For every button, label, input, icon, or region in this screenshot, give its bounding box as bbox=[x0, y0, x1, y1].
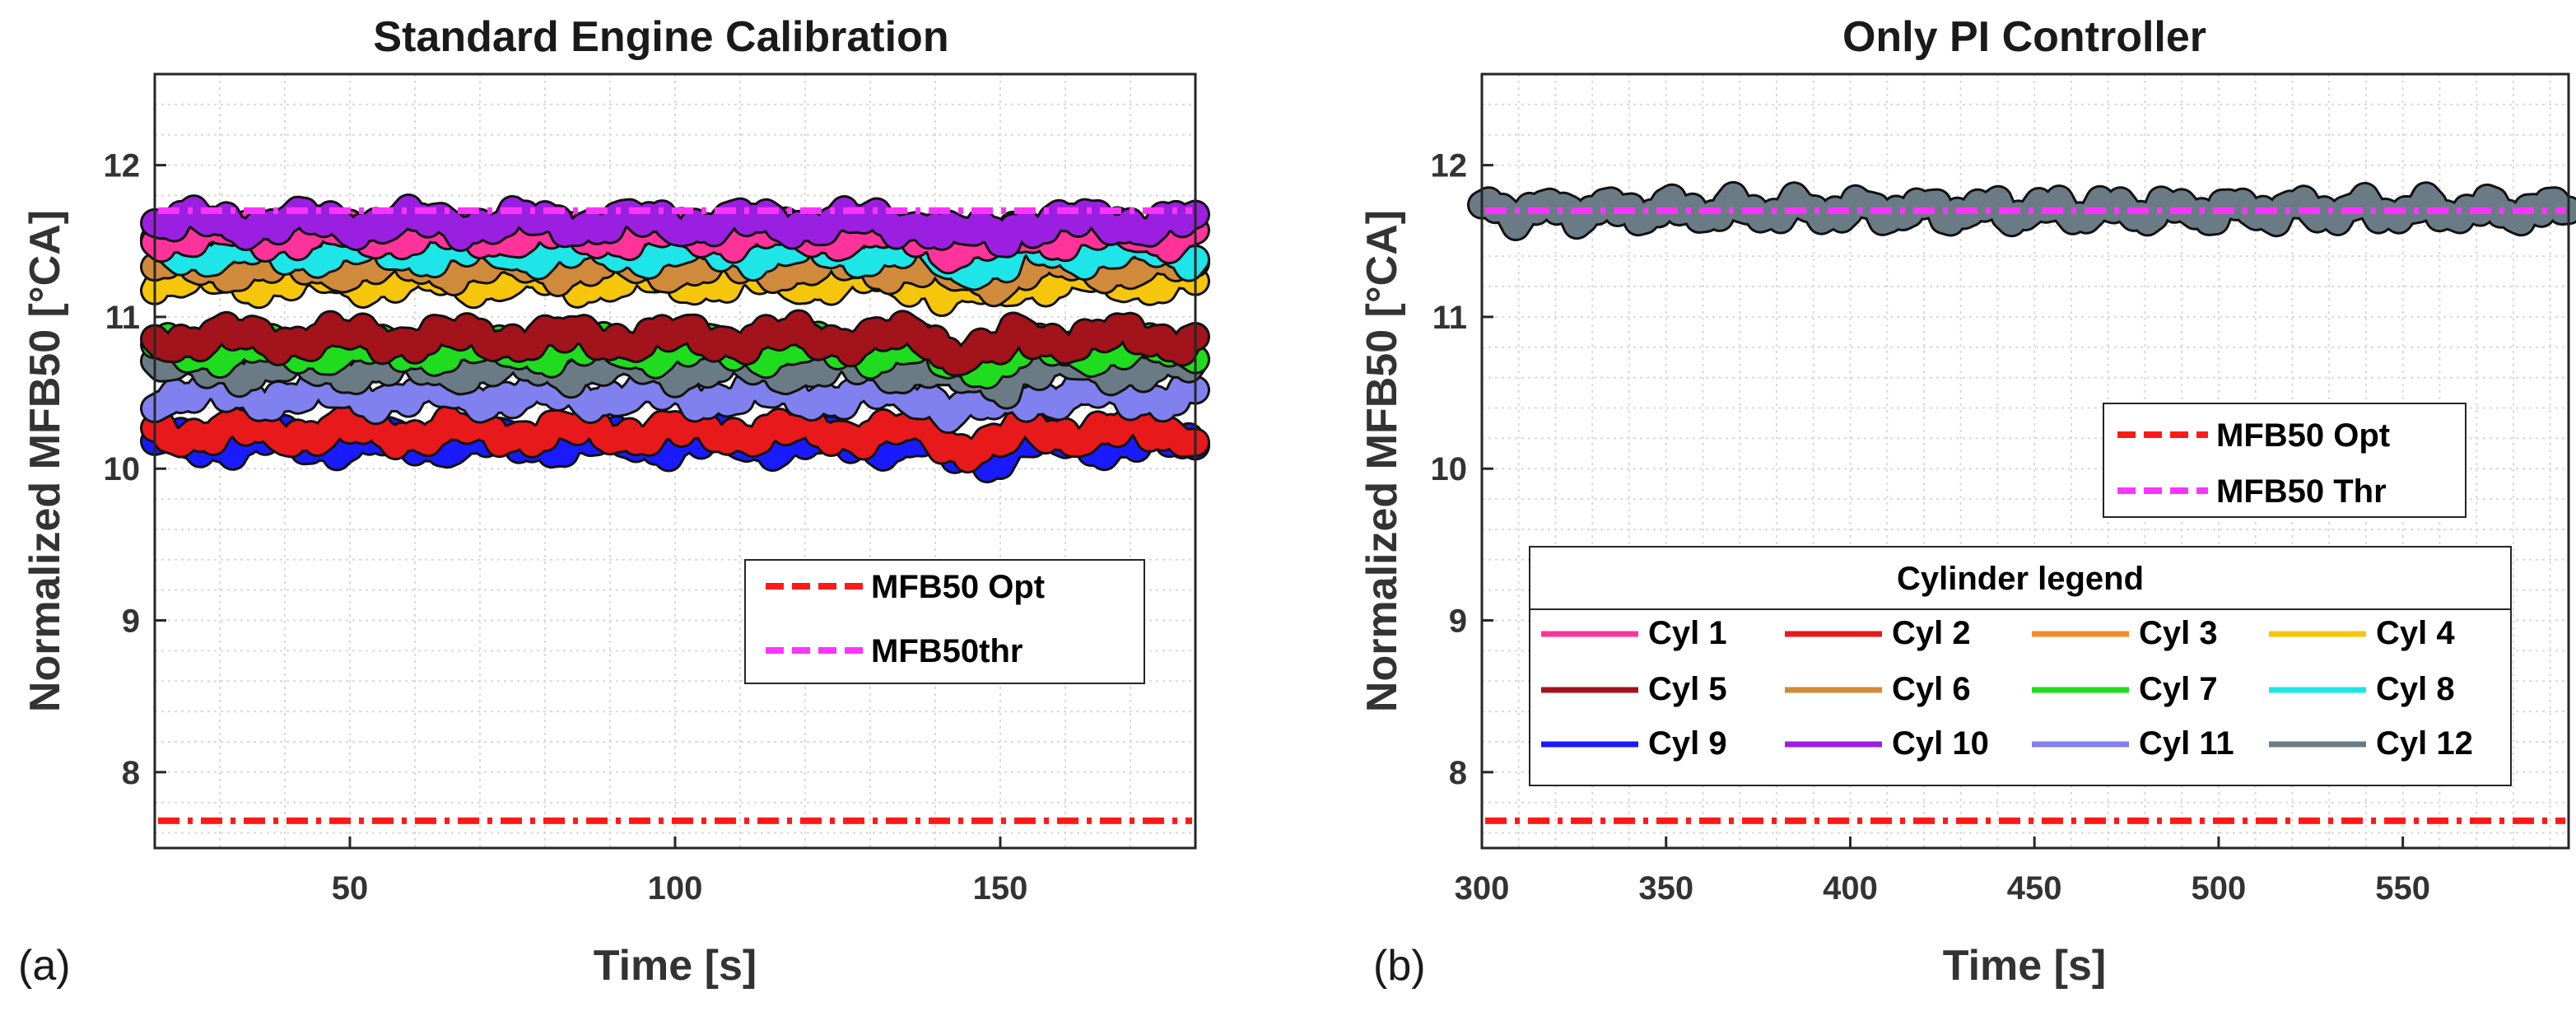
x-tick-label: 450 bbox=[2007, 870, 2062, 906]
cylinder-legend-entry: Cyl 6 bbox=[1785, 671, 1971, 707]
cylinder-legend-label: Cyl 6 bbox=[1892, 671, 1971, 707]
legend-label-mfb50-opt: MFB50 Opt bbox=[871, 569, 1045, 605]
x-tick-label: 500 bbox=[2192, 870, 2247, 906]
panel-a-label: (a) bbox=[18, 942, 71, 990]
cylinder-legend-label: Cyl 11 bbox=[2139, 725, 2234, 762]
cylinder-legend-entry: Cyl 8 bbox=[2269, 671, 2455, 707]
cylinder-legend-label: Cyl 12 bbox=[2376, 725, 2473, 762]
panel-b: Only PI Controller 300 350 400 450 500 550 8 9… bbox=[1358, 13, 2576, 990]
cylinder-legend-label: Cyl 2 bbox=[1892, 615, 1971, 651]
panel-a-y-ticks: 8 9 10 11 12 bbox=[104, 148, 166, 791]
panel-a-x-ticks: 50 100 150 bbox=[332, 837, 1028, 906]
panel-b-axes-box bbox=[1480, 72, 2570, 850]
panel-b-title: Only PI Controller bbox=[1842, 13, 2206, 61]
cylinder-legend-entries: Cyl 1 Cyl 2 Cyl 3 Cyl 4 Cyl 5 Cyl 6 Cyl 7 Cyl 8… bbox=[1541, 615, 2473, 762]
y-tick-label: 12 bbox=[1431, 148, 1468, 184]
cylinder-legend-entry: Cyl 1 bbox=[1541, 615, 1727, 651]
cylinder-legend-entry: Cyl 7 bbox=[2032, 671, 2218, 707]
cylinder-legend-title: Cylinder legend bbox=[1897, 561, 2144, 597]
cylinder-legend: Cylinder legend Cyl 1 Cyl 2 Cyl 3 Cyl 4Cyl … bbox=[1529, 546, 2512, 786]
cylinder-legend-label: Cyl 1 bbox=[1648, 615, 1727, 651]
panel-b-y-ticks: 8 9 10 11 12 bbox=[1431, 148, 1493, 791]
cylinder-legend-entry: Cyl 2 bbox=[1785, 615, 1971, 651]
x-tick-label: 150 bbox=[973, 870, 1028, 906]
x-tick-label: 50 bbox=[332, 870, 369, 906]
y-tick-label: 12 bbox=[104, 148, 141, 184]
legend-label-mfb50-thr: MFB50thr bbox=[871, 633, 1022, 669]
panel-b-x-ticks: 300 350 400 450 500 550 bbox=[1455, 837, 2430, 906]
y-tick-label: 9 bbox=[122, 604, 140, 640]
cylinder-legend-entry: Cyl 5 bbox=[1541, 671, 1727, 707]
cylinder-legend-label: Cyl 4 bbox=[2376, 615, 2455, 651]
y-tick-label: 11 bbox=[105, 300, 140, 336]
cylinder-legend-label: Cyl 3 bbox=[2139, 615, 2218, 651]
panel-a: Standard Engine Calibration 50 100 150 8 9 1… bbox=[18, 13, 1210, 990]
cylinder-legend-label: Cyl 8 bbox=[2376, 671, 2455, 707]
x-tick-label: 350 bbox=[1638, 870, 1693, 906]
panel-b-series bbox=[1467, 180, 2576, 241]
cylinder-legend-entry: Cyl 4 bbox=[2269, 615, 2455, 651]
x-tick-label: 400 bbox=[1823, 870, 1878, 906]
y-tick-label: 10 bbox=[1431, 451, 1468, 487]
cylinder-legend-entry: Cyl 9 bbox=[1541, 725, 1727, 762]
cylinder-legend-entry: Cyl 11 bbox=[2032, 725, 2234, 762]
cylinder-legend-label: Cyl 9 bbox=[1648, 725, 1727, 762]
panel-a-x-label: Time [s] bbox=[594, 942, 757, 990]
series-cyl-10 bbox=[140, 193, 1210, 259]
panel-b-y-label: Normalized MFB50 [°CA] bbox=[1358, 210, 1406, 712]
panel-a-legend: MFB50 Opt MFB50thr bbox=[744, 559, 1145, 684]
x-tick-label: 100 bbox=[648, 870, 703, 906]
y-tick-label: 8 bbox=[1449, 755, 1467, 791]
legend-label-mfb50-opt: MFB50 Opt bbox=[2216, 417, 2390, 454]
panel-a-title: Standard Engine Calibration bbox=[373, 13, 948, 61]
y-tick-label: 8 bbox=[122, 755, 140, 791]
cylinder-legend-label: Cyl 7 bbox=[2139, 671, 2218, 707]
panel-a-series bbox=[140, 193, 1210, 484]
x-tick-label: 300 bbox=[1455, 870, 1510, 906]
panel-b-x-label: Time [s] bbox=[1943, 942, 2106, 990]
x-tick-label: 550 bbox=[2375, 870, 2430, 906]
cylinder-legend-label: Cyl 5 bbox=[1648, 671, 1727, 707]
cylinder-legend-entry: Cyl 10 bbox=[1785, 725, 1989, 762]
cylinder-legend-entry: Cyl 3 bbox=[2032, 615, 2218, 651]
cylinder-legend-label: Cyl 10 bbox=[1892, 725, 1989, 762]
series-cyl-5 bbox=[140, 309, 1210, 377]
panel-a-y-label: Normalized MFB50 [°CA] bbox=[21, 210, 69, 712]
y-tick-label: 10 bbox=[104, 451, 141, 487]
legend-label-mfb50-thr: MFB50 Thr bbox=[2216, 473, 2387, 510]
panel-b-legend: MFB50 Opt MFB50 Thr bbox=[2103, 403, 2467, 518]
y-tick-label: 11 bbox=[1432, 300, 1467, 336]
panel-b-label: (b) bbox=[1373, 942, 1426, 990]
y-tick-label: 9 bbox=[1449, 604, 1467, 640]
cylinder-legend-entry: Cyl 12 bbox=[2269, 725, 2473, 762]
